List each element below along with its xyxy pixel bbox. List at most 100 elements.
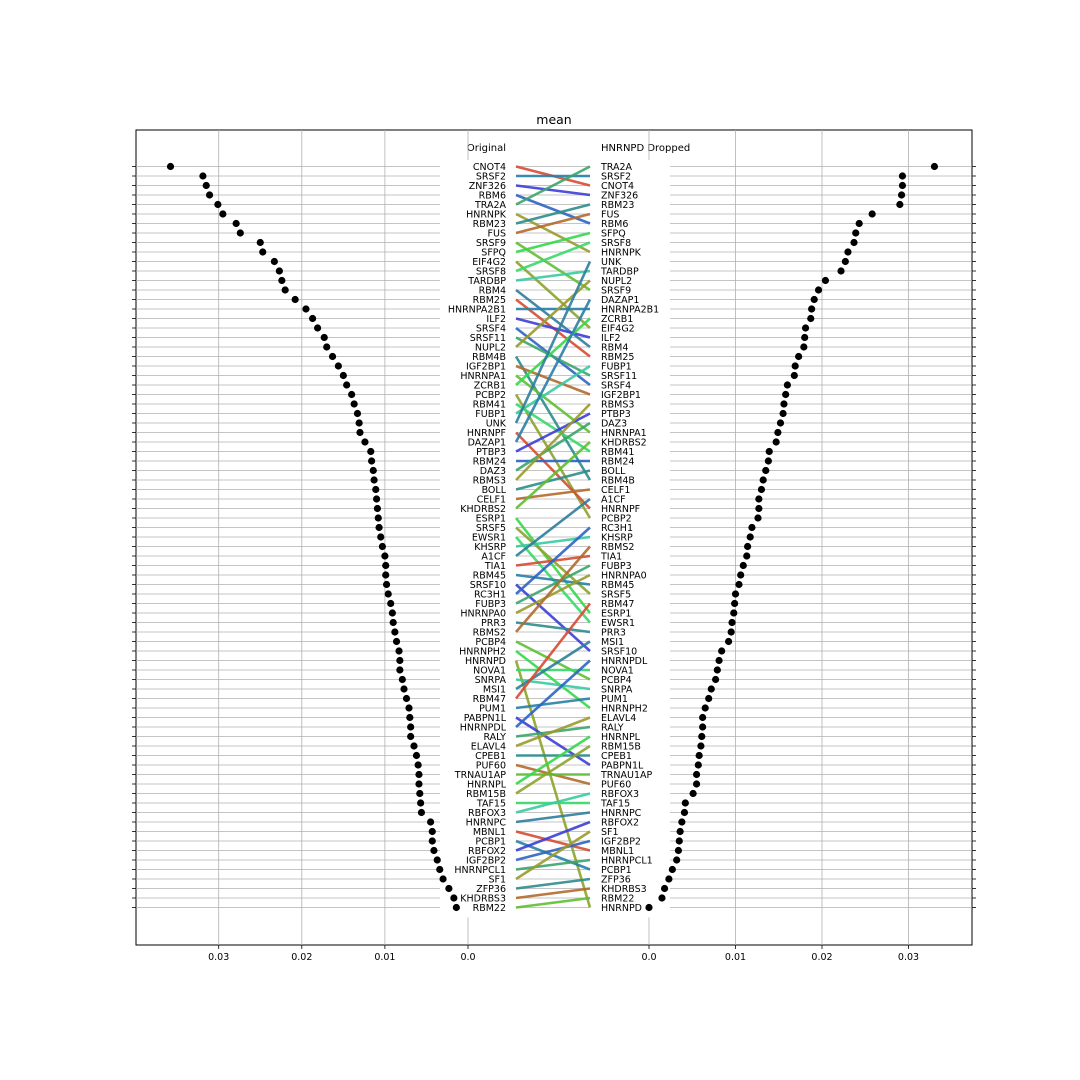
x-tick-label-right: 0.01: [725, 952, 746, 963]
right-gene-label: RC3H1: [601, 523, 633, 534]
x-tick-label-left: 0.01: [374, 952, 395, 963]
right-gene-label: DAZ3: [601, 419, 627, 430]
right-point: [814, 286, 823, 294]
left-point: [430, 846, 438, 855]
left-gene-label: RBM22: [473, 903, 506, 914]
x-tick-label-left: 0.0: [460, 952, 475, 963]
right-point: [678, 818, 686, 826]
left-gene-label: SRSF9: [476, 238, 506, 249]
left-gene-label: ESRP1: [476, 514, 506, 525]
left-point: [389, 618, 397, 627]
left-gene-label: ILF2: [486, 314, 506, 325]
left-point: [259, 248, 267, 256]
right-point: [698, 732, 706, 741]
right-point: [898, 172, 907, 180]
right-gene-label: NOVA1: [601, 666, 634, 677]
left-gene-label: FUS: [488, 229, 506, 240]
left-point: [436, 865, 444, 874]
right-gene-label: EWSR1: [601, 618, 635, 629]
slope-line-rbm15b: [515, 744, 591, 795]
left-point: [219, 210, 227, 218]
right-point: [658, 894, 666, 902]
right-gene-label: HNRNPF: [601, 504, 640, 515]
left-point: [396, 666, 404, 674]
slope-line-fubp1: [515, 364, 591, 415]
left-gene-label: RBMS3: [473, 476, 506, 487]
right-gene-label: RBM15B: [601, 742, 641, 753]
right-point: [759, 476, 767, 484]
slope-line-rbfox2: [515, 820, 591, 852]
right-gene-label: SNRPA: [601, 685, 633, 696]
left-gene-label: RBM45: [473, 571, 506, 582]
right-label-band: [590, 160, 670, 918]
left-point: [214, 200, 222, 209]
right-point: [779, 409, 787, 418]
left-point: [328, 352, 337, 361]
left-gene-label: NOVA1: [473, 666, 506, 677]
plot-frame: [135, 129, 973, 946]
x-tick-label-right: 0.02: [811, 952, 832, 963]
slope-line-eif4g2: [515, 260, 591, 329]
left-gene-label: DAZAP1: [468, 438, 506, 449]
left-gene-label: PCBP1: [475, 837, 506, 848]
right-gene-label: PRR3: [601, 628, 626, 639]
right-gene-label: CNOT4: [601, 181, 634, 192]
left-gene-label: SRSF11: [470, 333, 506, 344]
left-gene-label: SNRPA: [475, 675, 507, 686]
left-point: [302, 305, 310, 313]
right-point: [712, 675, 720, 684]
right-point: [689, 789, 697, 798]
right-point: [695, 751, 703, 760]
x-tick-label-right: 0.0: [641, 952, 656, 963]
left-gene-label: RBFOX3: [468, 808, 506, 819]
right-gene-label: PUF60: [601, 780, 631, 791]
right-gene-label: PUM1: [601, 694, 628, 705]
left-gene-label: KHSRP: [474, 542, 506, 553]
right-point: [801, 333, 809, 342]
left-gene-label: ZNF326: [469, 181, 506, 192]
right-point: [897, 191, 906, 199]
right-gene-label: HNRNPH2: [601, 704, 648, 715]
left-point: [414, 761, 422, 769]
slope-line-hnrnpa1: [515, 374, 591, 434]
slope-line-khdrbs2: [515, 441, 591, 510]
slope-line-fubp3: [515, 564, 591, 605]
left-gene-label: CNOT4: [473, 162, 506, 173]
right-point: [680, 808, 689, 817]
right-point: [855, 219, 863, 228]
right-gene-label: FUBP1: [601, 362, 632, 373]
left-point: [281, 286, 289, 294]
left-point: [320, 333, 328, 342]
right-point: [743, 552, 751, 560]
slope-line-boll: [515, 469, 591, 491]
right-gene-label: RBM4B: [601, 476, 635, 487]
right-gene-label: HNRNPA0: [601, 571, 647, 582]
right-point: [701, 704, 709, 712]
right-point: [728, 618, 736, 627]
left-point: [428, 827, 436, 836]
right-gene-label: PCBP2: [601, 514, 632, 525]
right-gene-label: RBFOX3: [601, 789, 639, 800]
left-label-band: [440, 160, 516, 918]
right-point: [718, 647, 726, 655]
right-point: [898, 181, 907, 190]
right-gene-label: TAF15: [600, 799, 630, 810]
left-point: [199, 172, 207, 180]
right-gene-label: ZFP36: [601, 875, 631, 886]
left-point: [343, 381, 351, 389]
slope-line-rbms2: [515, 545, 591, 633]
left-gene-label: HNRNPK: [466, 210, 507, 221]
left-gene-label: RBM23: [473, 219, 506, 230]
left-point: [368, 457, 376, 465]
right-point: [730, 609, 738, 617]
slope-line-srsf11: [515, 336, 591, 377]
right-gene-label: RBM22: [601, 894, 634, 905]
left-point: [415, 770, 423, 779]
right-point: [665, 875, 673, 883]
right-gene-label: SRSF5: [601, 590, 631, 601]
left-point: [382, 561, 390, 570]
right-point: [676, 827, 684, 836]
right-gene-label: HNRNPL: [601, 732, 641, 743]
left-gene-label: HNRNPA1: [460, 371, 506, 382]
left-gene-label: TRNAU1AP: [454, 770, 507, 781]
